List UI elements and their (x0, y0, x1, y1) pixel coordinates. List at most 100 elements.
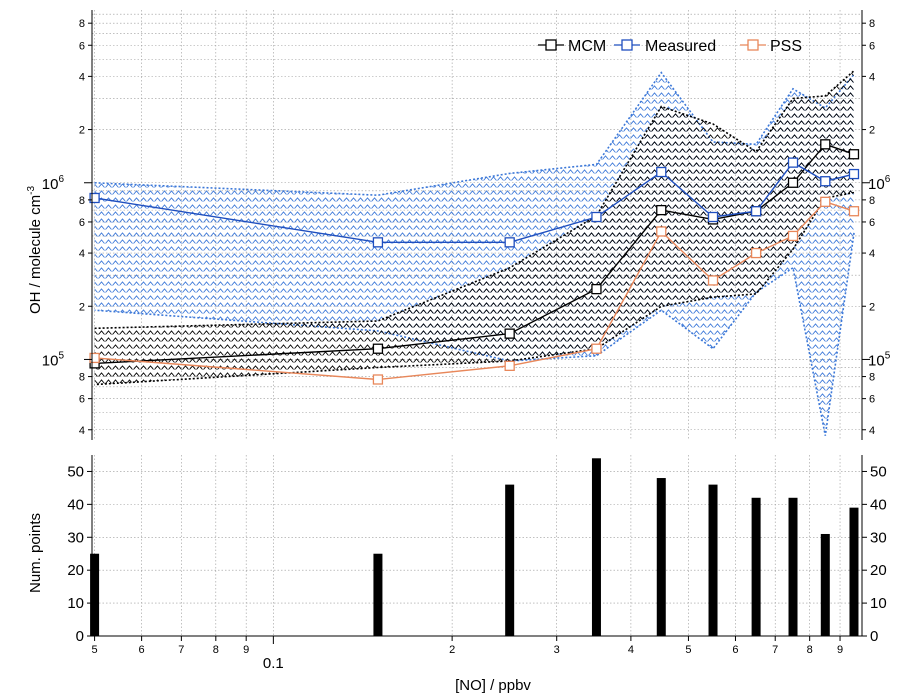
mcm-band-lower (94, 191, 855, 386)
count-bars (90, 458, 859, 636)
y-tick-label: 2 (79, 301, 85, 313)
measured-point (656, 166, 667, 178)
measured-point (750, 206, 762, 217)
measured-point (89, 192, 100, 204)
tick-labels: 5 6 7 8 9 0.1 2 3 4 5 6 7 8 9 4 4 6 6 8 8 2 2 4 4 6 6 8 8 2 2 4 4 6 6 8 8 10… (42, 18, 891, 672)
y-tick-label: 6 (869, 394, 875, 406)
y-tick-label: 4 (869, 425, 875, 437)
mcm-point (372, 343, 384, 354)
x-tick-label: 9 (243, 644, 249, 656)
pss-point (504, 360, 515, 371)
x-tick-label: 5 (685, 644, 691, 656)
mcm-point (504, 328, 515, 339)
y-tick-label: 8 (869, 372, 875, 384)
range-bands (94, 70, 855, 436)
y-tick-label: 4 (869, 71, 875, 83)
count-bar (751, 497, 761, 636)
count-bar (708, 484, 718, 636)
mcm-line (94, 143, 855, 365)
mcm-point (820, 139, 831, 150)
mcm-point (656, 204, 667, 216)
pss-line (94, 200, 855, 381)
y-tick-label: 8 (869, 18, 875, 30)
measured-point (372, 237, 384, 248)
measured-band-upper (94, 71, 855, 197)
legend-label-mcm: MCM (568, 38, 606, 55)
count-tick-label: 10 (67, 595, 84, 612)
measured-point (848, 168, 860, 180)
count-bar (820, 533, 830, 636)
pss-point (89, 352, 100, 364)
count-bar (505, 484, 515, 636)
y-tick-label: 6 (869, 217, 875, 229)
measured-line (94, 161, 855, 244)
pss-point (656, 226, 667, 237)
measured-point (820, 176, 831, 187)
y-tick-label: 8 (79, 372, 85, 384)
y-tick-label: 8 (79, 195, 85, 207)
pss-point (707, 275, 719, 286)
x-tick-label: 9 (837, 644, 843, 656)
y-tick-label: 6 (869, 40, 875, 52)
y-tick-label: 8 (869, 195, 875, 207)
pss-point (372, 374, 384, 385)
y-tick-label: 4 (79, 425, 85, 437)
x-tick-label: 8 (807, 644, 813, 656)
x-tick-label: 7 (178, 644, 184, 656)
x-tick-label: 4 (628, 644, 634, 656)
y-tick-label: 2 (79, 125, 85, 137)
count-tick-label: 50 (870, 463, 887, 480)
count-bar (90, 553, 100, 636)
legend-label-pss: PSS (770, 38, 802, 55)
x-tick-label: 0.1 (263, 655, 284, 672)
x-tick-label: 5 (92, 644, 98, 656)
pss-point (848, 206, 860, 217)
x-tick-label: 2 (449, 644, 455, 656)
count-bar (591, 458, 601, 636)
count-tick-label: 20 (67, 562, 84, 579)
y-major-tick-label: 106 (868, 174, 891, 193)
bottom-panel-grid (92, 455, 862, 636)
mcm-band (94, 70, 855, 385)
legend-item-pss: PSS (740, 38, 802, 55)
y-tick-label: 4 (79, 71, 85, 83)
x-tick-label: 7 (772, 644, 778, 656)
count-tick-label: 50 (67, 463, 84, 480)
measured-point (591, 211, 602, 223)
series-lines (89, 139, 860, 385)
count-tick-label: 10 (870, 595, 887, 612)
y-tick-label: 6 (79, 40, 85, 52)
y-major-tick-label: 105 (42, 350, 65, 369)
mcm-point (848, 149, 860, 160)
count-bar (373, 553, 383, 636)
y-major-tick-label: 106 (42, 174, 65, 193)
count-tick-label: 0 (870, 628, 878, 645)
legend-item-measured: Measured (614, 38, 716, 55)
y-tick-label: 6 (79, 394, 85, 406)
legend: MCM Measured PSS (538, 38, 802, 55)
legend-label-measured: Measured (645, 38, 716, 55)
measured-point (504, 237, 515, 248)
y-tick-label: 4 (79, 248, 85, 260)
count-tick-label: 30 (870, 529, 887, 546)
mcm-point (591, 283, 602, 295)
legend-item-mcm: MCM (538, 38, 606, 55)
y-major-tick-label: 105 (868, 350, 891, 369)
count-tick-label: 40 (870, 496, 887, 513)
count-tick-label: 20 (870, 562, 887, 579)
pss-point (591, 343, 602, 354)
pss-point (787, 230, 799, 242)
x-tick-label: 3 (554, 644, 560, 656)
mcm-band-upper (94, 70, 855, 330)
y-tick-label: 2 (869, 125, 875, 137)
count-tick-label: 40 (67, 496, 84, 513)
y-tick-label: 2 (869, 301, 875, 313)
count-bar (849, 507, 859, 636)
measured-point (787, 157, 799, 168)
x-tick-label: 8 (213, 644, 219, 656)
bottom-y-axis-label: Num. points (27, 513, 44, 593)
count-bar (788, 497, 798, 636)
y-tick-label: 8 (79, 18, 85, 30)
pss-point (820, 196, 831, 207)
